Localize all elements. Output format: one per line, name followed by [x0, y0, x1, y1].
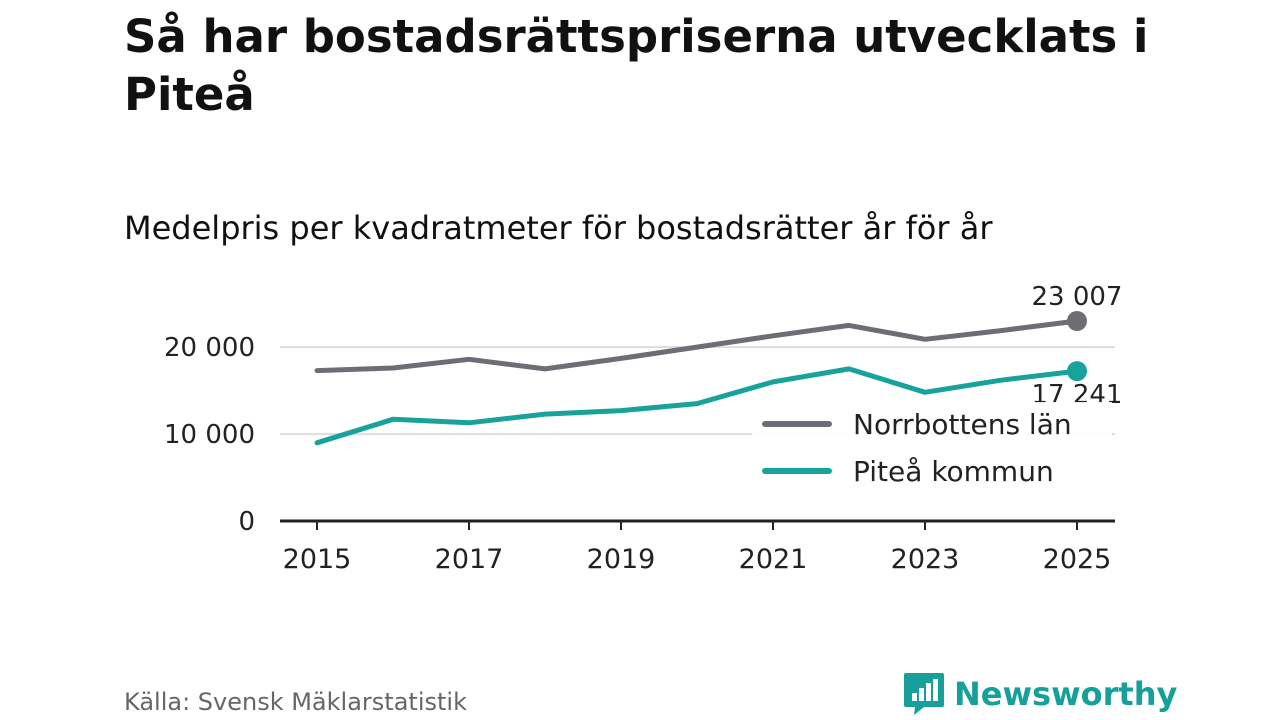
y-tick-label: 20 000 — [164, 333, 255, 363]
x-tick-label: 2021 — [739, 544, 808, 575]
axis-layer: 0 10 000 20 000 2015 2017 2019 2021 2023 2025 — [164, 333, 1115, 575]
x-tick-label: 2023 — [891, 544, 960, 575]
series-line-norrbotten — [314, 318, 1080, 374]
chart-subtitle: Medelpris per kvadratmeter för bostadsrä… — [124, 209, 993, 247]
legend-label: Norrbottens län — [853, 408, 1072, 441]
x-tick-label: 2015 — [283, 544, 352, 575]
y-tick-label: 10 000 — [164, 420, 255, 450]
y-tick-label: 0 — [238, 507, 255, 537]
legend-layer: Norrbottens län Piteå kommun — [752, 402, 1112, 502]
chart-title: Så har bostadsrättspriserna utvecklats i… — [124, 10, 1149, 121]
series-end-point — [1067, 311, 1087, 331]
x-tick-label: 2017 — [435, 544, 504, 575]
x-tick-label: 2025 — [1043, 544, 1112, 575]
brand-name: Newsworthy — [954, 675, 1178, 713]
data-label: 23 007 — [1032, 282, 1123, 312]
source-note: Källa: Svensk Mäklarstatistik — [124, 688, 467, 716]
series-line-pitea — [314, 366, 1080, 446]
legend-backdrop — [752, 402, 1112, 502]
series-end-point — [1067, 361, 1087, 382]
x-tick-label: 2019 — [587, 544, 656, 575]
legend-label: Piteå kommun — [853, 455, 1054, 488]
newsworthy-logo: Newsworthy — [902, 670, 1177, 718]
newsworthy-icon — [904, 673, 944, 715]
